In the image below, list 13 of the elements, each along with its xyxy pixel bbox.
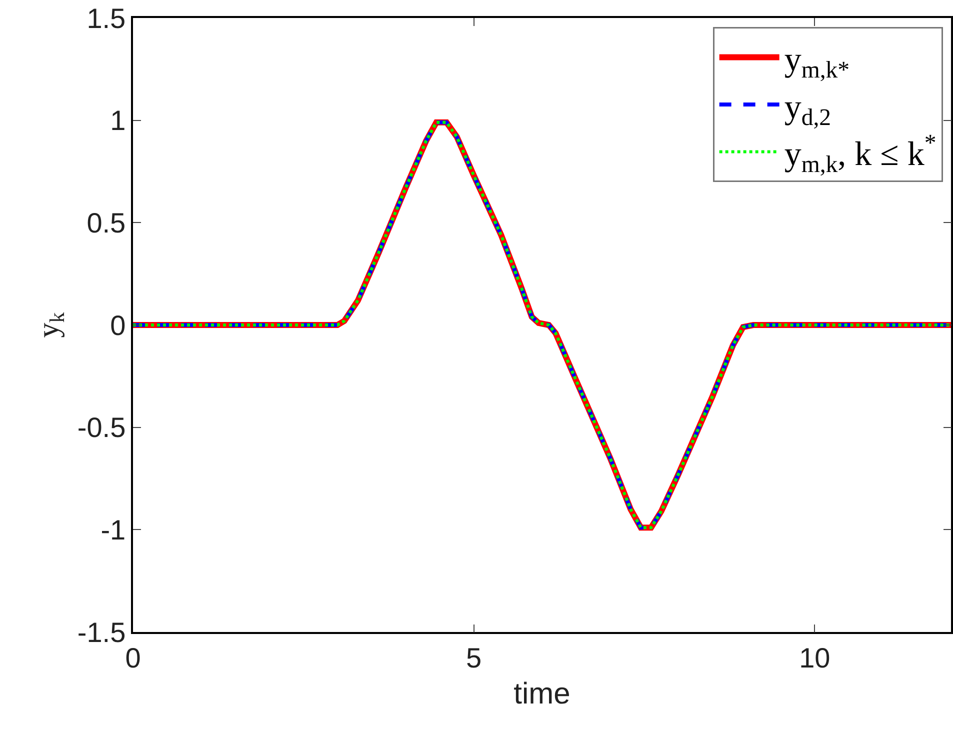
y-tick-label: 0	[110, 310, 126, 341]
legend-label: y$_{m,k}$, k ≤ k$^{*}$	[784, 130, 936, 178]
legend-label: y$_{d,2}$	[784, 88, 832, 131]
y-tick-label: 1.5	[86, 2, 126, 34]
x-tick-label: 5	[466, 642, 482, 674]
x-axis-title: time	[514, 677, 570, 710]
x-tick-label: 10	[799, 642, 830, 674]
y-tick-label: -0.5	[77, 412, 126, 444]
y-tick-label: -1.5	[77, 616, 126, 648]
y-tick-label: 1	[110, 105, 126, 136]
legend-label: y$_{m,k*}$	[784, 42, 850, 84]
y-tick-label: -1	[100, 514, 126, 546]
y-tick-label: 0.5	[86, 207, 126, 238]
